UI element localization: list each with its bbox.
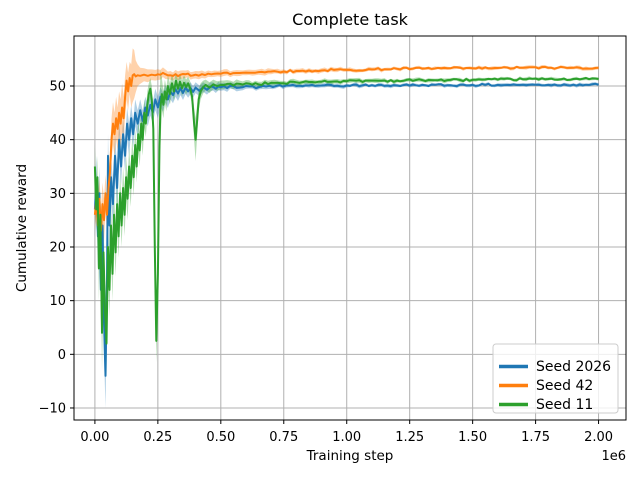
x-tick-label: 0.50 xyxy=(206,430,235,445)
legend-label-seed-2026: Seed 2026 xyxy=(536,359,611,375)
legend-label-seed-42: Seed 42 xyxy=(536,378,593,394)
legend-frame xyxy=(492,343,619,414)
legend-label-seed-11: Seed 11 xyxy=(536,397,593,413)
x-axis-offset-label: 1e6 xyxy=(601,449,626,464)
y-tick-label: 40 xyxy=(49,133,66,148)
y-tick-label: −10 xyxy=(39,401,66,416)
y-tick-label: 30 xyxy=(49,187,66,202)
axes-spines xyxy=(73,35,627,421)
x-tick-label: 2.00 xyxy=(584,430,613,445)
y-tick-label: 0 xyxy=(58,348,66,363)
x-tick-label: 1.75 xyxy=(521,430,550,445)
y-tick-label: 50 xyxy=(49,80,66,95)
grid xyxy=(74,36,626,420)
series-lines xyxy=(93,65,599,377)
legend: Seed 2026 Seed 42 Seed 11 xyxy=(492,343,619,414)
x-tick-label: 1.00 xyxy=(332,430,361,445)
x-tick-label: 0.75 xyxy=(269,430,298,445)
x-tick-label: 1.25 xyxy=(395,430,424,445)
axis-ticks: 0.00 0.25 0.50 0.75 1.00 1.25 1.50 1.75 2.00 −10 0… xyxy=(39,80,613,445)
y-tick-label: 20 xyxy=(49,240,66,255)
line-seed-42 xyxy=(93,65,599,232)
y-axis-label: Cumulative reward xyxy=(14,164,30,292)
x-axis-label: Training step xyxy=(306,448,394,464)
y-tick-label: 10 xyxy=(49,294,66,309)
line-seed-2026 xyxy=(93,82,599,377)
x-tick-label: 0.25 xyxy=(143,430,172,445)
line-seed-11 xyxy=(93,77,599,345)
axes-frame xyxy=(73,35,627,421)
x-tick-label: 1.50 xyxy=(458,430,487,445)
x-tick-label: 0.00 xyxy=(80,430,109,445)
chart-title: Complete task xyxy=(292,10,409,29)
